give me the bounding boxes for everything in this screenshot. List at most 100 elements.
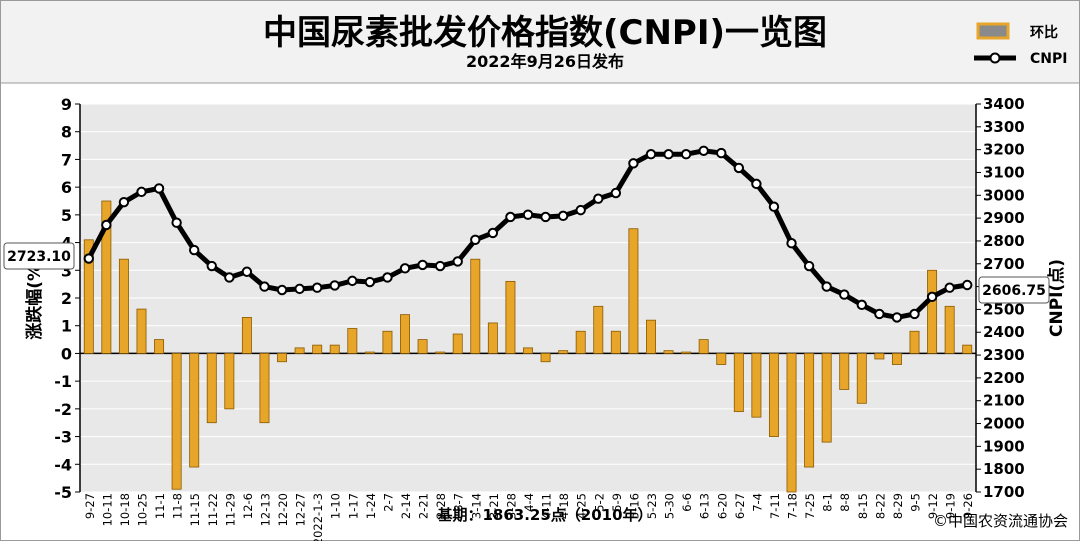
bar xyxy=(101,200,112,354)
left-tick-label: 2 xyxy=(61,289,72,308)
cnpi-point xyxy=(294,283,305,295)
cnpi-point xyxy=(347,275,358,287)
bar xyxy=(856,353,867,404)
right-tick-label: 3300 xyxy=(983,118,1025,136)
left-tick-labels: 9876543210-1-2-3-4-5 xyxy=(54,95,80,502)
x-tick-label: 9-26 xyxy=(961,493,975,519)
right-tick-label: 2100 xyxy=(983,392,1025,410)
bar xyxy=(259,353,270,424)
bar xyxy=(241,316,252,354)
bar xyxy=(575,330,586,354)
left-tick-label: -4 xyxy=(54,455,72,474)
right-tick-label: 1900 xyxy=(983,437,1025,455)
bar xyxy=(154,339,165,354)
bar xyxy=(558,350,569,354)
cnpi-point xyxy=(452,256,463,267)
x-tick-label: 12-13 xyxy=(258,493,272,526)
cnpi-point xyxy=(803,260,815,272)
x-tick-label: 11-15 xyxy=(188,493,202,526)
bar xyxy=(768,353,779,437)
x-tick-label: 1-17 xyxy=(346,493,360,519)
bar xyxy=(364,351,375,354)
x-tick-label: 5-9 xyxy=(610,493,624,512)
cnpi-point xyxy=(891,312,903,323)
right-tick-label: 2000 xyxy=(983,415,1025,433)
right-tick-label: 3200 xyxy=(983,141,1025,159)
cnpi-point xyxy=(382,272,393,283)
x-tick-label: 2-7 xyxy=(381,493,395,512)
x-tick-label: 1-10 xyxy=(329,493,343,519)
bar xyxy=(382,330,393,354)
cnpi-point xyxy=(522,209,534,220)
bar xyxy=(786,353,797,493)
cnpi-point xyxy=(645,149,657,160)
bar xyxy=(698,339,709,354)
bar xyxy=(628,228,639,354)
cnpi-point xyxy=(470,234,481,246)
cnpi-point xyxy=(716,147,727,159)
x-tick-label: 10-11 xyxy=(100,493,114,526)
bar xyxy=(716,353,727,365)
x-tick-label: 3-14 xyxy=(469,493,483,519)
x-tick-label: 7-18 xyxy=(786,493,800,519)
left-tick-label: 9 xyxy=(61,95,72,114)
x-tick-label: 3-7 xyxy=(452,493,466,512)
bar xyxy=(452,333,463,354)
cnpi-point xyxy=(962,279,973,291)
bar xyxy=(733,353,744,413)
right-tick-label: 3100 xyxy=(983,163,1025,181)
right-axis-title: CNPI(点) xyxy=(1046,259,1067,337)
cnpi-point xyxy=(751,178,762,190)
x-tick-label: 4-25 xyxy=(575,493,589,519)
cnpi-point xyxy=(276,284,288,296)
right-tick-label: 2300 xyxy=(983,346,1025,364)
x-tick-label: 12-27 xyxy=(294,493,308,526)
cnpi-point xyxy=(364,276,376,288)
right-tick-labels: 3400330032003100300029002800270026002500… xyxy=(976,95,1025,501)
cnpi-point xyxy=(206,260,217,272)
cnpi-point xyxy=(399,263,411,274)
bar xyxy=(523,347,533,354)
right-tick-label: 2400 xyxy=(983,323,1025,341)
line-series xyxy=(83,145,973,323)
cnpi-point xyxy=(610,187,622,199)
cnpi-point xyxy=(171,217,182,228)
cnpi-point xyxy=(487,227,499,239)
bar xyxy=(470,258,481,354)
cnpi-point xyxy=(136,186,147,198)
bar xyxy=(435,351,446,354)
cnpi-point xyxy=(944,282,955,293)
x-tick-label: 4-4 xyxy=(522,493,536,512)
right-tick-label: 2900 xyxy=(983,209,1025,227)
x-tick-label: 8-29 xyxy=(891,493,905,519)
x-tick-label: 11-22 xyxy=(206,493,220,526)
bar xyxy=(277,353,288,363)
first-value-callout: 2723.10 xyxy=(3,242,75,270)
cnpi-point xyxy=(733,162,745,174)
cnpi-point xyxy=(224,272,235,283)
left-tick-label: 3 xyxy=(61,261,72,280)
x-tick-label: 4-18 xyxy=(557,493,571,519)
cnpi-point xyxy=(663,149,674,160)
left-axis-title: 涨跌幅(%) xyxy=(24,256,45,340)
bar xyxy=(610,330,621,354)
x-tick-label: 7-4 xyxy=(750,493,764,512)
right-tick-label: 2200 xyxy=(983,369,1025,387)
legend: 环比 CNPI xyxy=(974,22,1067,67)
x-tick-label: 7-25 xyxy=(803,493,817,519)
cnpi-point xyxy=(259,281,270,292)
x-tick-label: 6-20 xyxy=(715,493,729,519)
bar xyxy=(505,280,516,354)
x-tick-label: 12-20 xyxy=(276,493,290,526)
x-tick-label: 8-1 xyxy=(821,493,835,512)
cnpi-point xyxy=(856,299,868,311)
cnpi-point xyxy=(188,244,200,256)
right-tick-label: 3400 xyxy=(983,95,1025,113)
cnpi-point xyxy=(680,149,692,160)
cnpi-point xyxy=(118,196,130,208)
x-tick-label: 2-28 xyxy=(434,493,448,519)
bar xyxy=(821,353,832,443)
cnpi-point xyxy=(593,193,604,204)
x-tick-label: 1-24 xyxy=(364,493,378,519)
